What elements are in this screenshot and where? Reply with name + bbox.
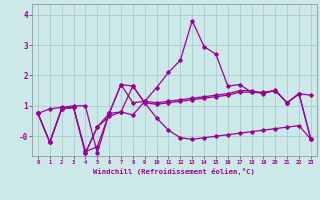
X-axis label: Windchill (Refroidissement éolien,°C): Windchill (Refroidissement éolien,°C) — [93, 168, 255, 175]
